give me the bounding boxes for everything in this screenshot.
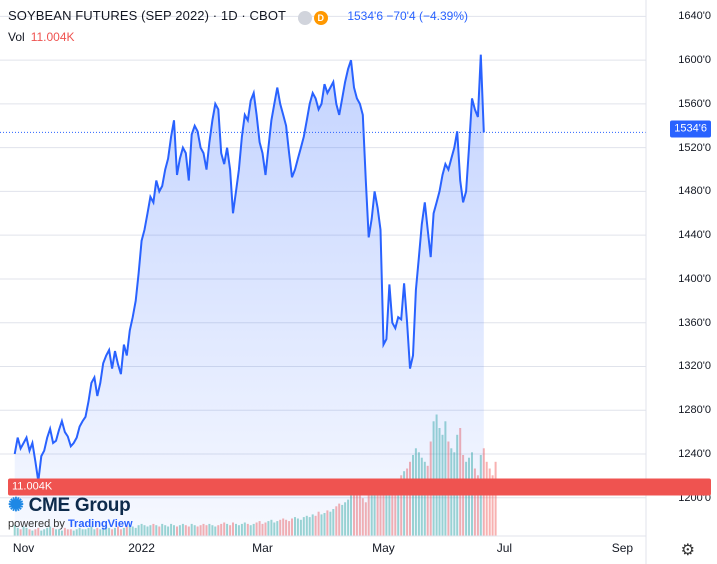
y-tick-label: 1280'0	[678, 404, 711, 417]
volume-label: Vol	[8, 30, 25, 44]
y-tick-label: 1240'0	[678, 447, 711, 460]
y-tick-label: 1560'0	[678, 97, 711, 110]
status-badges: D	[297, 9, 334, 25]
cme-globe-icon: ✺	[8, 495, 24, 516]
x-tick-label: Sep	[611, 541, 634, 555]
cme-brand: ✺ CME Group	[8, 495, 131, 516]
gear-icon[interactable]: ⚙	[680, 542, 695, 559]
y-tick-label: 1320'0	[678, 360, 711, 373]
volume-tag: 11.004K	[8, 478, 711, 496]
x-tick-label: 2022	[128, 541, 155, 555]
y-tick-label: 1520'0	[678, 141, 711, 154]
delayed-badge: D	[313, 10, 328, 25]
y-tick-label: 1600'0	[678, 54, 711, 67]
y-tick-label: 1400'0	[678, 272, 711, 285]
volume-bar	[488, 468, 491, 536]
last-price-tag: 1534'6	[670, 120, 711, 138]
y-tick-label: 1480'0	[678, 185, 711, 198]
volume-bar	[491, 475, 494, 537]
y-tick-label: 1640'0	[678, 10, 711, 23]
x-tick-label: Mar	[252, 541, 273, 555]
chart-header: SOYBEAN FUTURES (SEP 2022) · 1D · CBOT D…	[8, 6, 468, 26]
x-tick-label: May	[372, 541, 395, 555]
volume-legend: Vol 11.004K	[8, 30, 75, 44]
volume-value: 11.004K	[30, 30, 75, 44]
y-tick-label: 1360'0	[678, 316, 711, 329]
volume-bar	[494, 461, 497, 537]
volume-bar	[485, 461, 488, 537]
cme-logo[interactable]: ✺ CME Group powered by TradingView	[8, 494, 133, 530]
powered-by[interactable]: powered by TradingView	[8, 518, 133, 530]
tradingview-brand: TradingView	[67, 518, 133, 530]
x-tick-label: Jul	[496, 541, 513, 555]
price-line	[13, 54, 485, 482]
y-tick-label: 1440'0	[678, 229, 711, 242]
price-area-fill	[14, 54, 484, 536]
symbol-title: SOYBEAN FUTURES (SEP 2022) · 1D · CBOT	[8, 8, 287, 23]
gray-status-dot	[297, 10, 312, 25]
x-tick-label: Nov	[12, 541, 35, 555]
last-price-change: 1534'6 −70'4 (−4.39%)	[347, 9, 469, 23]
